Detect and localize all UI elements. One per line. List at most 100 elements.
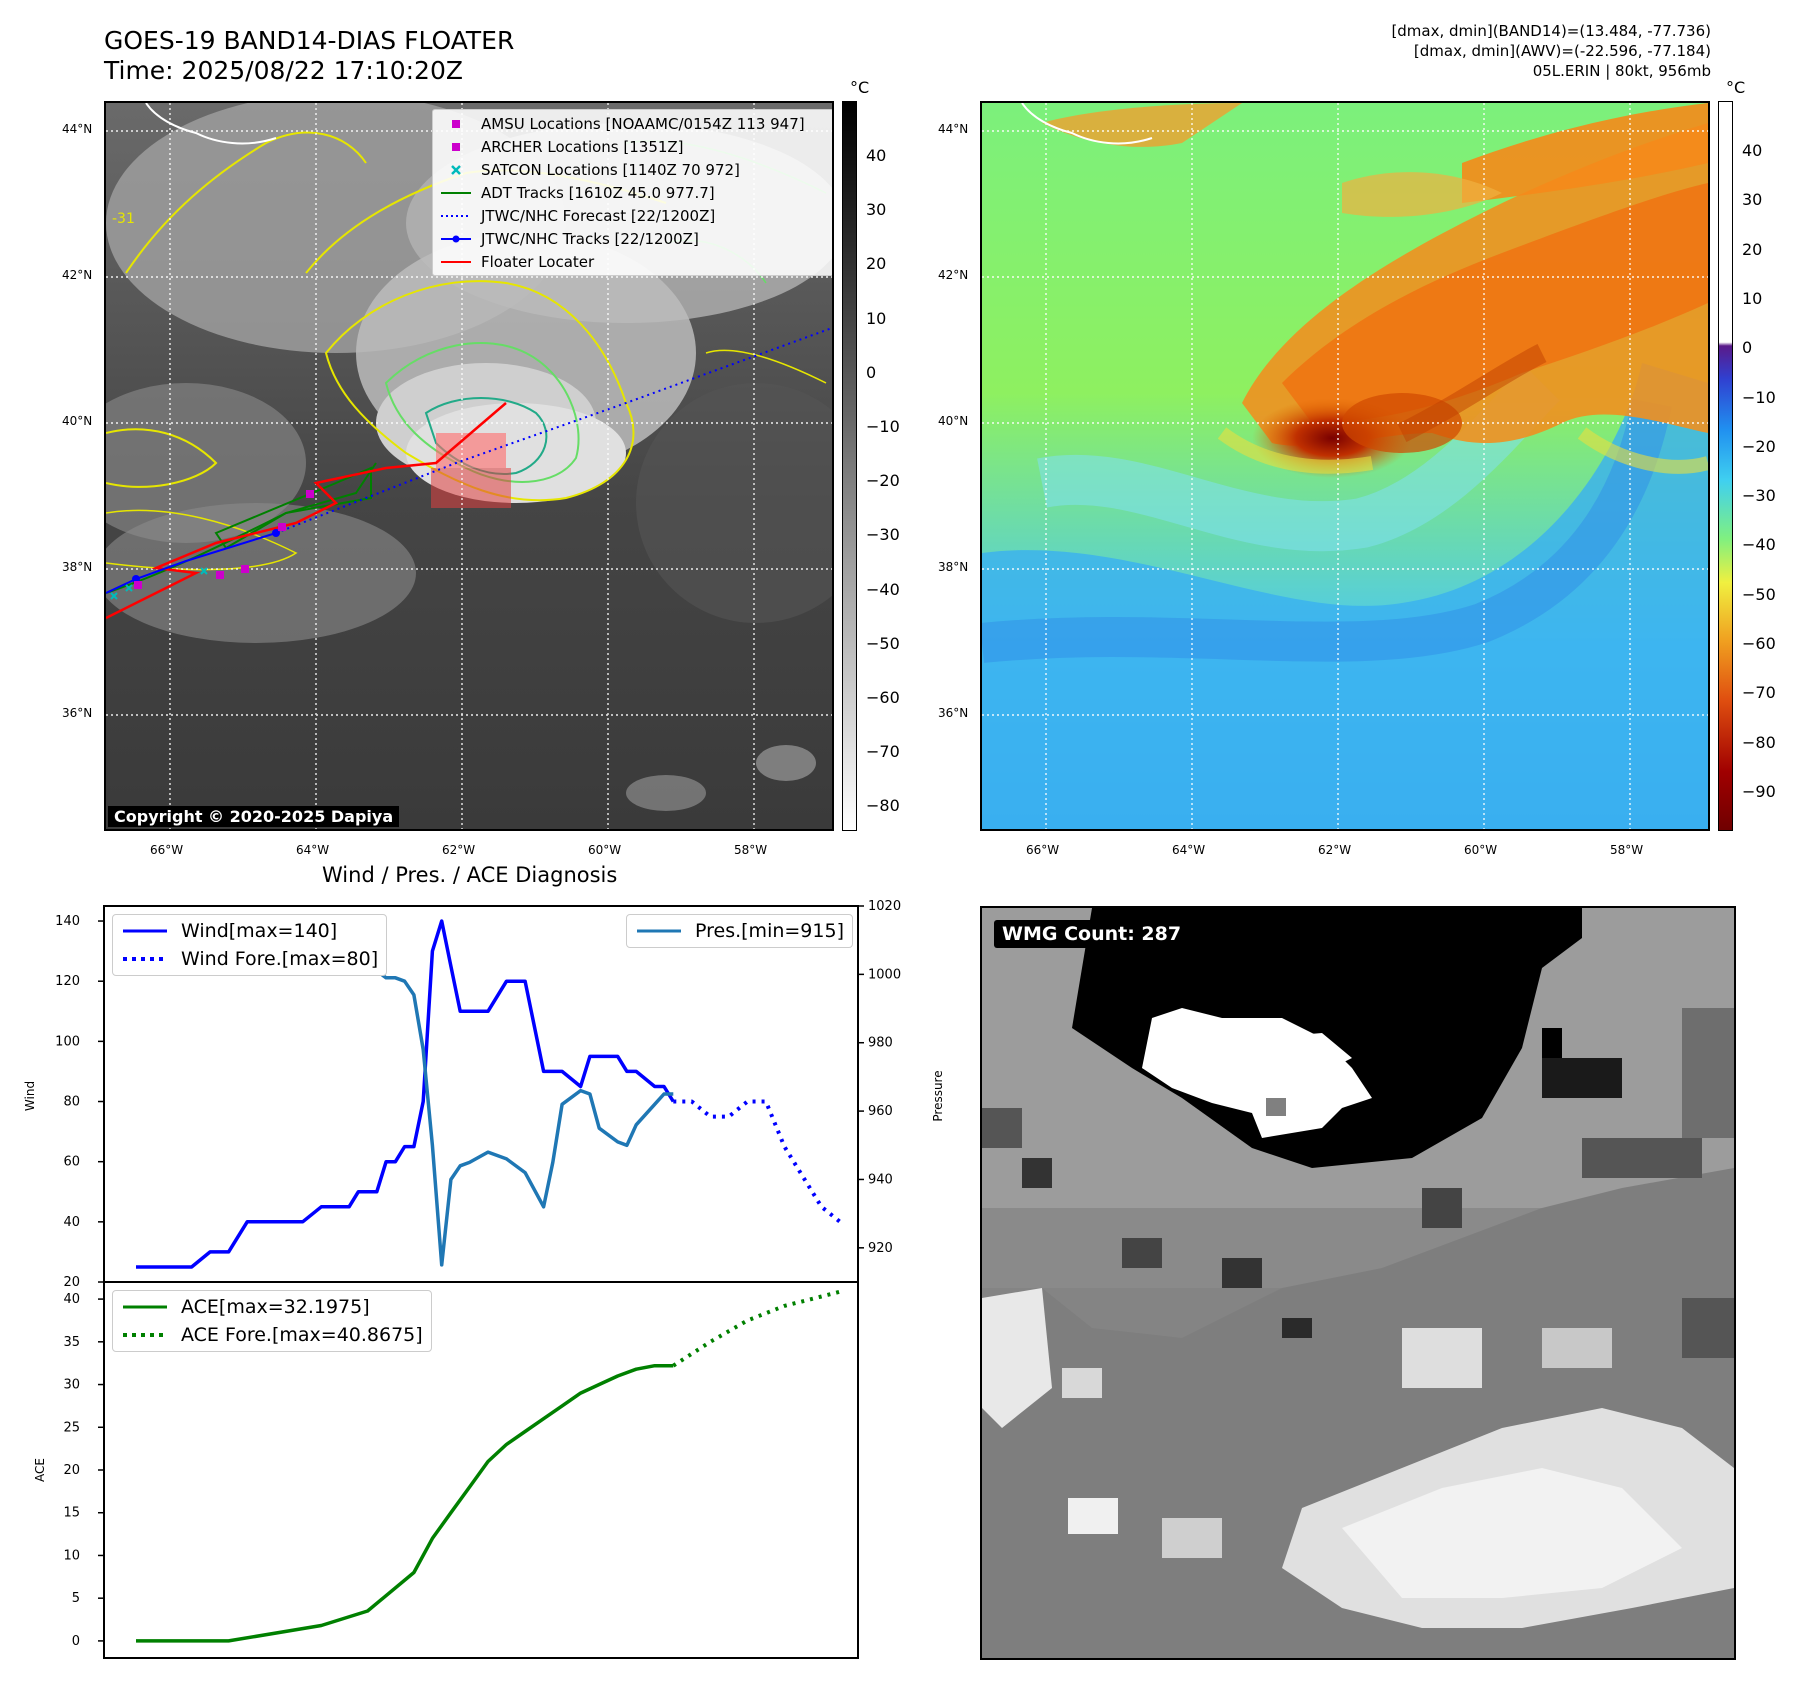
- legend-label: AMSU Locations [NOAAMC/0154Z 113 947]: [481, 114, 805, 133]
- legend-item-amsu: AMSU Locations [NOAAMC/0154Z 113 947]: [439, 112, 832, 135]
- wv-colorbar-tick: −50: [1742, 584, 1776, 604]
- legend-item-wind: Wind[max=140]: [121, 917, 378, 945]
- legend-item-floater: Floater Locater: [439, 250, 832, 273]
- ir-colorbar-tick: −10: [866, 417, 900, 436]
- pressure-ytick: 1020: [868, 899, 901, 914]
- line-icon: [439, 255, 473, 269]
- ir-colorbar-tick: −60: [866, 688, 900, 707]
- wv-colorbar-tick: −30: [1742, 486, 1776, 506]
- legend-label: Wind Fore.[max=80]: [181, 948, 379, 970]
- dotted-line-icon: [123, 1333, 167, 1337]
- legend-item-forecast: JTWC/NHC Forecast [22/1200Z]: [439, 204, 832, 227]
- wind-ytick: 100: [55, 1034, 80, 1049]
- lon-label: 64°W: [296, 843, 330, 857]
- legend-label: Wind[max=140]: [181, 920, 338, 942]
- stats-storm: 05L.ERIN | 80kt, 956mb: [1532, 62, 1711, 80]
- ace-ytick: 35: [63, 1335, 80, 1350]
- pressure-ytick: 920: [868, 1241, 893, 1256]
- square-marker-icon: [439, 140, 473, 154]
- wv-colorbar-tick: −20: [1742, 436, 1776, 456]
- solid-line-icon: [123, 929, 167, 933]
- ir-colorbar-tick: −80: [866, 796, 900, 816]
- wind-ytick: 120: [55, 974, 80, 989]
- pressure-ytick: 980: [868, 1036, 893, 1051]
- lat-label: 36°N: [62, 706, 93, 720]
- line-icon: [439, 186, 473, 200]
- ir-colorbar-tick: −30: [866, 525, 900, 545]
- legend-item-ace-forecast: ACE Fore.[max=40.8675]: [121, 1321, 423, 1349]
- wv-colorbar-tick: 30: [1742, 190, 1763, 210]
- ace-ytick: 5: [72, 1591, 80, 1606]
- ir-colorbar-tick: 20: [866, 254, 887, 274]
- stats-awv: [dmax, dmin](AWV)=(-22.596, -77.184): [1413, 42, 1711, 60]
- ir-colorbar-tick: 40: [866, 146, 887, 165]
- ir-colorbar-tick: 10: [866, 308, 887, 328]
- diagnosis-title: Wind / Pres. / ACE Diagnosis: [322, 863, 618, 887]
- wind-forecast-line: [673, 1099, 842, 1224]
- lon-label: 62°W: [1318, 843, 1352, 857]
- legend-label: ARCHER Locations [1351Z]: [481, 137, 684, 156]
- legend-item-tracks: JTWC/NHC Tracks [22/1200Z]: [439, 227, 832, 250]
- wind-line: [136, 919, 675, 1269]
- ace-legend: ACE[max=32.1975] ACE Fore.[max=40.8675]: [112, 1290, 432, 1352]
- ir-colorbar-tick: −40: [866, 579, 900, 599]
- lat-label: 40°N: [938, 414, 969, 428]
- wmg-image: [982, 908, 1734, 1658]
- legend-item-ace: ACE[max=32.1975]: [121, 1293, 423, 1321]
- wv-colorbar-tick: −10: [1742, 387, 1776, 407]
- stats-band14: [dmax, dmin](BAND14)=(13.484, -77.736): [1391, 22, 1711, 40]
- lon-label: 58°W: [1610, 843, 1644, 857]
- ace-line: [136, 1363, 674, 1643]
- wv-colorbar-tick: 40: [1742, 141, 1763, 160]
- pressure-ytick: 940: [868, 1172, 893, 1187]
- legend-item-archer: ARCHER Locations [1351Z]: [439, 135, 832, 158]
- ir-colorbar: [842, 101, 857, 831]
- ace-ytick: 15: [63, 1506, 80, 1521]
- ace-ylabel: ACE: [33, 1458, 47, 1482]
- ir-colorbar-tick: 30: [866, 200, 887, 220]
- legend-label: ADT Tracks [1610Z 45.0 977.7]: [481, 183, 715, 202]
- legend-label: JTWC/NHC Forecast [22/1200Z]: [481, 206, 716, 225]
- lat-label: 44°N: [938, 122, 969, 136]
- lon-label: 62°W: [442, 843, 476, 857]
- contour-label: -31: [112, 211, 135, 227]
- ir-legend: AMSU Locations [NOAAMC/0154Z 113 947] AR…: [432, 109, 832, 276]
- ace-forecast-line: [672, 1289, 841, 1368]
- water-vapor-image: [982, 103, 1708, 829]
- lon-label: 64°W: [1172, 843, 1206, 857]
- ir-colorbar-tick: −70: [866, 742, 900, 762]
- wind-ytick: 40: [63, 1215, 80, 1230]
- pressure-ylabel: Pressure: [931, 1070, 945, 1121]
- wv-colorbar-tick: −40: [1742, 535, 1776, 555]
- square-marker-icon: [439, 117, 473, 131]
- ir-satellite-panel: -31: [104, 101, 834, 831]
- wv-colorbar-unit: °C: [1726, 78, 1746, 97]
- wmg-count-badge: WMG Count: 287: [994, 920, 1190, 948]
- ace-ytick: 30: [63, 1378, 80, 1393]
- figure-time: Time: 2025/08/22 17:10:20Z: [104, 56, 463, 85]
- solid-line-icon: [123, 1305, 167, 1309]
- legend-label: ACE Fore.[max=40.8675]: [181, 1324, 423, 1346]
- legend-label: SATCON Locations [1140Z 70 972]: [481, 160, 740, 179]
- lon-label: 60°W: [1464, 843, 1498, 857]
- wv-colorbar-tick: 0: [1742, 338, 1753, 358]
- lat-label: 38°N: [938, 560, 969, 574]
- dotted-line-icon: [439, 209, 473, 223]
- lon-label: 66°W: [1026, 843, 1060, 857]
- lon-label: 60°W: [588, 843, 622, 857]
- ir-colorbar-unit: °C: [850, 78, 870, 97]
- legend-label: Floater Locater: [481, 252, 595, 271]
- lat-label: 40°N: [62, 414, 93, 428]
- ir-colorbar-tick: −20: [866, 471, 900, 491]
- figure-title: GOES-19 BAND14-DIAS FLOATER: [104, 26, 515, 55]
- lon-label: 58°W: [734, 843, 768, 857]
- wv-colorbar-tick: −80: [1742, 732, 1776, 752]
- lat-label: 38°N: [62, 560, 93, 574]
- lat-label: 42°N: [938, 268, 969, 282]
- dotted-line-icon: [123, 957, 167, 961]
- pressure-ytick: 960: [868, 1104, 893, 1119]
- wv-colorbar-tick: 10: [1742, 288, 1763, 308]
- wv-colorbar-tick: −60: [1742, 634, 1776, 653]
- pressure-ytick: 1000: [868, 967, 901, 982]
